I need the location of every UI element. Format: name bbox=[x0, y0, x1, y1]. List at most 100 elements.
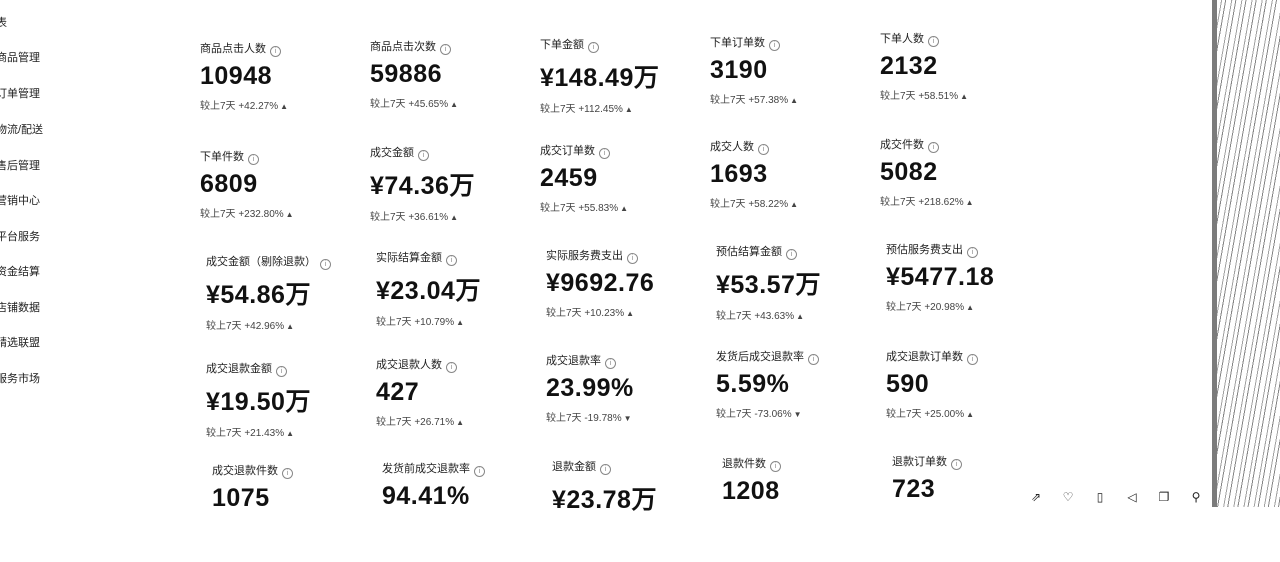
sidebar-item[interactable]: 店铺数据 bbox=[0, 302, 40, 314]
metric-label: 成交退款件数 i bbox=[212, 462, 382, 479]
info-icon[interactable]: i bbox=[440, 44, 451, 55]
trend-down-icon: ▼ bbox=[623, 414, 632, 423]
info-icon[interactable]: i bbox=[248, 154, 259, 165]
trend-up-icon: ▲ bbox=[790, 200, 799, 209]
metric-compare-text: 较上7天 +43.63% bbox=[716, 311, 795, 322]
info-icon[interactable]: i bbox=[808, 354, 819, 365]
sidebar-item[interactable]: 售后管理 bbox=[0, 160, 40, 172]
metric-label: 商品点击人数 i bbox=[200, 40, 370, 57]
metric-compare: 较上7天 +42.96% ▲ bbox=[206, 317, 376, 332]
metric-compare-text: 较上7天 +58.51% bbox=[880, 91, 959, 102]
metric-label: 成交退款率 i bbox=[546, 352, 716, 369]
metric-value: ¥23.78万 bbox=[552, 486, 657, 514]
metric-value: 23.99% bbox=[546, 374, 634, 402]
trend-down-icon: ▼ bbox=[793, 410, 802, 419]
trend-up-icon: ▲ bbox=[620, 204, 629, 213]
info-icon[interactable]: i bbox=[474, 466, 485, 477]
info-icon[interactable]: i bbox=[786, 249, 797, 260]
search-icon[interactable]: ⚲ bbox=[1191, 490, 1201, 504]
clipboard-icon[interactable]: ▯ bbox=[1096, 490, 1104, 504]
metric-label: 下单件数 i bbox=[200, 148, 370, 165]
metric-value: 10948 bbox=[200, 62, 273, 90]
sidebar: 表商品管理订单管理物流/配送售后管理营销中心平台服务资金结算店铺数据精选联盟服务… bbox=[0, 0, 80, 507]
trend-up-icon: ▲ bbox=[285, 210, 294, 219]
info-icon[interactable]: i bbox=[588, 42, 599, 53]
metric-label-text: 成交退款件数 bbox=[212, 465, 278, 477]
share-icon[interactable]: ⇗ bbox=[1030, 490, 1042, 504]
copy-icon[interactable]: ❐ bbox=[1158, 490, 1170, 504]
metric-label: 发货后成交退款率 i bbox=[716, 348, 886, 365]
info-icon[interactable]: i bbox=[928, 36, 939, 47]
metric-value: 5.59% bbox=[716, 370, 790, 398]
info-icon[interactable]: i bbox=[282, 468, 293, 479]
sidebar-item[interactable]: 平台服务 bbox=[0, 231, 40, 243]
info-icon[interactable]: i bbox=[446, 255, 457, 266]
metric-compare: 较上7天 +26.71% ▲ bbox=[376, 413, 546, 428]
info-icon[interactable]: i bbox=[446, 362, 457, 373]
metric-label-text: 发货前成交退款率 bbox=[382, 463, 470, 475]
info-icon[interactable]: i bbox=[928, 142, 939, 153]
heart-icon[interactable]: ♡ bbox=[1062, 490, 1074, 504]
info-icon[interactable]: i bbox=[599, 148, 610, 159]
metric-label-text: 下单人数 bbox=[880, 33, 924, 45]
info-icon[interactable]: i bbox=[605, 358, 616, 369]
sidebar-item[interactable]: 商品管理 bbox=[0, 52, 40, 64]
trend-up-icon: ▲ bbox=[790, 96, 799, 105]
metric-compare-text: 较上7天 +232.80% bbox=[200, 209, 284, 220]
metric-label-text: 成交金额 bbox=[370, 147, 414, 159]
sidebar-item[interactable]: 服务市场 bbox=[0, 373, 40, 385]
metric-value: 5082 bbox=[880, 158, 938, 186]
metric-card: 成交退款订单数 i 590 较上7天 +25.00% ▲ bbox=[886, 348, 1056, 448]
metric-value: 3190 bbox=[710, 56, 768, 84]
metric-value: 427 bbox=[376, 378, 420, 406]
info-icon[interactable]: i bbox=[270, 46, 281, 57]
metric-card: 下单金额 i ¥148.49万 较上7天 +112.45% ▲ bbox=[540, 36, 710, 136]
metric-compare: 较上7天 +57.38% ▲ bbox=[710, 91, 880, 106]
info-icon[interactable]: i bbox=[276, 366, 287, 377]
metric-value: ¥148.49万 bbox=[540, 64, 660, 92]
sidebar-item[interactable]: 物流/配送 bbox=[0, 124, 44, 136]
metric-value: 2459 bbox=[540, 164, 598, 192]
metric-compare: 较上7天 +218.62% ▲ bbox=[880, 193, 1050, 208]
info-icon[interactable]: i bbox=[627, 253, 638, 264]
sidebar-item[interactable]: 表 bbox=[0, 17, 7, 29]
metric-value: 6809 bbox=[200, 170, 258, 198]
sidebar-item[interactable]: 营销中心 bbox=[0, 195, 40, 207]
info-icon[interactable]: i bbox=[769, 40, 780, 51]
volume-icon[interactable]: ◁ bbox=[1127, 490, 1137, 504]
sidebar-item[interactable]: 订单管理 bbox=[0, 88, 40, 100]
metric-card: 成交订单数 i 2459 较上7天 +55.83% ▲ bbox=[540, 142, 710, 242]
info-icon[interactable]: i bbox=[600, 464, 611, 475]
metric-card: 下单件数 i 6809 较上7天 +232.80% ▲ bbox=[200, 148, 370, 248]
metric-value: 1208 bbox=[722, 477, 780, 505]
info-icon[interactable]: i bbox=[770, 461, 781, 472]
trend-up-icon: ▲ bbox=[280, 102, 289, 111]
metric-compare-text: 较上7天 +25.00% bbox=[886, 409, 965, 420]
metric-label-text: 退款金额 bbox=[552, 461, 596, 473]
metric-label-text: 成交订单数 bbox=[540, 145, 595, 157]
metric-label-text: 成交件数 bbox=[880, 139, 924, 151]
metric-label-text: 实际服务费支出 bbox=[546, 250, 623, 262]
metric-compare-text: 较上7天 +55.83% bbox=[540, 203, 619, 214]
trend-up-icon: ▲ bbox=[450, 213, 459, 222]
metric-label: 预估结算金额 i bbox=[716, 243, 886, 260]
info-icon[interactable]: i bbox=[951, 459, 962, 470]
metric-compare-text: 较上7天 +218.62% bbox=[880, 197, 964, 208]
metric-compare-text: 较上7天 +36.61% bbox=[370, 212, 449, 223]
metric-card: 下单订单数 i 3190 较上7天 +57.38% ▲ bbox=[710, 34, 880, 134]
sidebar-item[interactable]: 资金结算 bbox=[0, 266, 40, 278]
sidebar-item[interactable]: 精选联盟 bbox=[0, 337, 40, 349]
info-icon[interactable]: i bbox=[418, 150, 429, 161]
metric-value: 59886 bbox=[370, 60, 443, 88]
metric-value: ¥23.04万 bbox=[376, 277, 481, 305]
metric-value: 723 bbox=[892, 475, 936, 503]
metric-label-text: 退款件数 bbox=[722, 458, 766, 470]
info-icon[interactable]: i bbox=[967, 247, 978, 258]
metric-compare-text: 较上7天 +42.27% bbox=[200, 101, 279, 112]
metric-compare: 较上7天 +45.65% ▲ bbox=[370, 95, 540, 110]
info-icon[interactable]: i bbox=[320, 259, 331, 270]
metric-card: 下单人数 i 2132 较上7天 +58.51% ▲ bbox=[880, 30, 1050, 130]
info-icon[interactable]: i bbox=[967, 354, 978, 365]
metric-compare: 较上7天 +58.51% ▲ bbox=[880, 87, 1050, 102]
info-icon[interactable]: i bbox=[758, 144, 769, 155]
